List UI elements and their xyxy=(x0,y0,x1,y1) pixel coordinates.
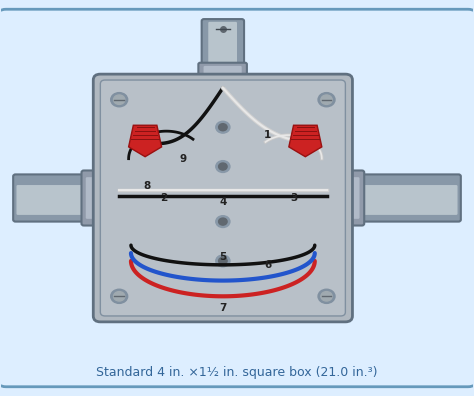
FancyBboxPatch shape xyxy=(0,9,474,387)
Circle shape xyxy=(318,93,335,107)
Circle shape xyxy=(111,93,128,107)
Circle shape xyxy=(321,291,332,301)
Circle shape xyxy=(216,121,230,133)
Polygon shape xyxy=(128,125,162,157)
Circle shape xyxy=(321,95,332,105)
Text: 9: 9 xyxy=(179,154,186,164)
FancyBboxPatch shape xyxy=(338,174,461,222)
Text: 2: 2 xyxy=(160,193,168,203)
Circle shape xyxy=(114,95,125,105)
FancyBboxPatch shape xyxy=(201,19,244,86)
Circle shape xyxy=(216,161,230,172)
Circle shape xyxy=(219,163,227,170)
Text: 5: 5 xyxy=(219,252,227,262)
Circle shape xyxy=(114,291,125,301)
Text: 4: 4 xyxy=(219,197,227,207)
FancyBboxPatch shape xyxy=(100,80,346,316)
FancyBboxPatch shape xyxy=(198,63,247,82)
Text: 6: 6 xyxy=(264,260,271,270)
FancyBboxPatch shape xyxy=(345,177,359,219)
Circle shape xyxy=(219,124,227,131)
Text: Standard 4 in. ×1½ in. square box (21.0 in.³): Standard 4 in. ×1½ in. square box (21.0 … xyxy=(96,366,378,379)
Text: 8: 8 xyxy=(144,181,151,191)
Text: 7: 7 xyxy=(219,303,227,313)
Circle shape xyxy=(219,257,227,265)
FancyBboxPatch shape xyxy=(93,74,353,322)
FancyBboxPatch shape xyxy=(86,177,100,219)
FancyBboxPatch shape xyxy=(342,185,457,215)
Circle shape xyxy=(216,255,230,267)
Circle shape xyxy=(216,216,230,227)
Circle shape xyxy=(111,289,128,303)
Polygon shape xyxy=(289,125,322,157)
FancyBboxPatch shape xyxy=(203,66,242,79)
FancyBboxPatch shape xyxy=(341,170,364,226)
Circle shape xyxy=(219,218,227,225)
FancyBboxPatch shape xyxy=(13,174,108,222)
FancyBboxPatch shape xyxy=(82,170,105,226)
FancyBboxPatch shape xyxy=(208,22,237,83)
Text: 1: 1 xyxy=(264,130,271,140)
FancyBboxPatch shape xyxy=(17,185,104,215)
Text: 3: 3 xyxy=(290,193,297,203)
Circle shape xyxy=(318,289,335,303)
